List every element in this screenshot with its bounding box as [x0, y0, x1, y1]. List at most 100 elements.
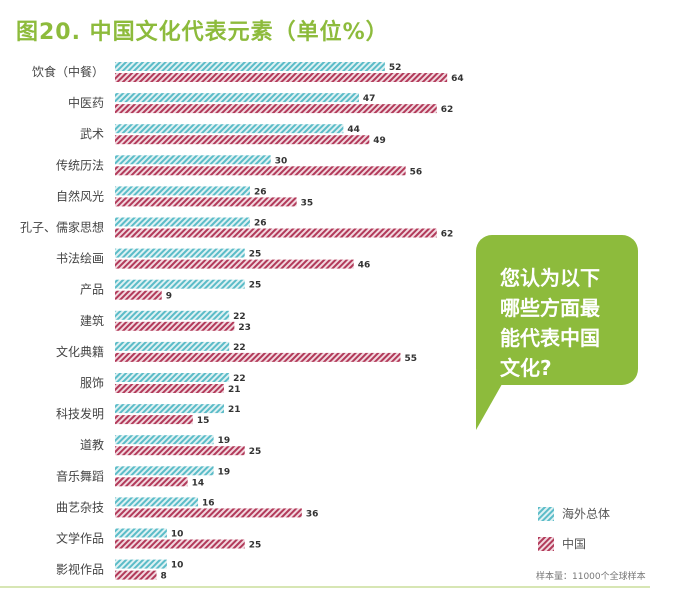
bubble-tail [476, 370, 510, 430]
data-label: 10 [171, 530, 184, 540]
bar-china [115, 135, 370, 145]
legend-swatch [538, 506, 554, 521]
category-label: 道教 [80, 437, 104, 452]
legend-item-overseas: 海外总体 [538, 505, 610, 522]
data-label: 25 [249, 281, 262, 291]
sample-note: 样本量：11000个全球样本 [536, 572, 646, 582]
data-label: 44 [347, 125, 360, 135]
data-label: 47 [363, 94, 376, 104]
question-line: 文化? [500, 356, 552, 380]
bar-overseas [115, 528, 167, 538]
bar-overseas [115, 93, 359, 103]
question-line: 您认为以下 [500, 266, 600, 290]
category-label: 传统历法 [56, 157, 104, 172]
category-label: 音乐舞蹈 [56, 468, 104, 483]
bar-overseas [115, 62, 385, 71]
chart-title: 图20. 中国文化代表元素（单位%） [16, 20, 389, 45]
bar-overseas [115, 124, 344, 134]
bar-overseas [115, 466, 214, 476]
bar-china [115, 352, 401, 362]
data-label: 49 [373, 136, 386, 146]
data-label: 8 [161, 572, 167, 582]
data-label: 10 [171, 561, 184, 571]
category-label: 文化典籍 [56, 344, 104, 359]
legend-label: 中国 [562, 537, 587, 551]
bar-overseas [115, 373, 230, 382]
bar-overseas [115, 435, 214, 445]
legend-label: 海外总体 [562, 507, 611, 521]
category-label: 影视作品 [56, 562, 104, 577]
bar-china [115, 570, 157, 580]
data-label: 30 [275, 156, 288, 166]
bar-overseas [115, 248, 245, 258]
bar-china [115, 104, 437, 114]
category-label: 科技发明 [56, 406, 104, 421]
data-label: 22 [233, 312, 246, 322]
bar-china [115, 321, 235, 331]
data-label: 62 [441, 105, 454, 115]
data-label: 21 [228, 385, 241, 395]
data-label: 21 [228, 405, 241, 415]
question-text: 您认为以下 哪些方面最 能代表中国 文化? [500, 263, 630, 383]
bar-china [115, 477, 188, 487]
category-label: 孔子、儒家思想 [20, 220, 104, 235]
data-label: 62 [441, 230, 454, 240]
data-label: 14 [192, 478, 205, 488]
data-label: 56 [410, 167, 423, 177]
legend-swatch [538, 536, 554, 551]
data-label: 15 [197, 416, 210, 426]
bar-overseas [115, 310, 230, 320]
data-label: 36 [306, 509, 319, 519]
data-label: 19 [218, 467, 231, 477]
data-label: 55 [404, 354, 417, 364]
data-label: 26 [254, 187, 267, 197]
category-label: 曲艺杂技 [56, 500, 104, 514]
category-label: 服饰 [80, 376, 104, 390]
data-label: 35 [301, 198, 314, 208]
bar-china [115, 415, 193, 425]
bar-overseas [115, 155, 271, 165]
category-label: 中医药 [68, 95, 104, 110]
data-label: 22 [233, 343, 246, 353]
divider [0, 586, 650, 588]
category-label: 自然风光 [56, 188, 104, 203]
category-label: 建筑 [80, 313, 104, 328]
category-label: 书法绘画 [56, 251, 104, 266]
question-line: 能代表中国 [500, 326, 600, 350]
data-label: 25 [249, 250, 262, 260]
bar-china [115, 197, 297, 207]
bar-china [115, 384, 224, 393]
bar-overseas [115, 497, 199, 507]
category-label: 文学作品 [56, 531, 104, 546]
category-label: 饮食（中餐） [32, 64, 104, 79]
bar-overseas [115, 186, 250, 196]
data-label: 16 [202, 498, 215, 508]
data-label: 23 [238, 323, 251, 333]
data-label: 25 [249, 447, 262, 457]
bar-china [115, 166, 406, 176]
bar-china [115, 73, 448, 82]
category-label: 武术 [80, 127, 104, 141]
bar-overseas [115, 341, 230, 351]
bar-china [115, 539, 245, 549]
data-label: 9 [166, 292, 172, 302]
question-line: 哪些方面最 [500, 296, 600, 320]
bar-china [115, 259, 354, 269]
bar-overseas [115, 559, 167, 569]
bar-china [115, 508, 302, 518]
bar-overseas [115, 217, 250, 227]
question-bubble [476, 235, 638, 385]
data-label: 25 [249, 541, 262, 551]
bar-china [115, 446, 245, 456]
data-label: 46 [358, 261, 371, 271]
data-label: 19 [218, 436, 231, 446]
bar-china [115, 290, 162, 300]
data-label: 26 [254, 219, 267, 229]
data-label: 64 [451, 74, 464, 84]
data-label: 22 [233, 374, 246, 384]
legend-item-china: 中国 [538, 535, 586, 552]
category-label: 产品 [80, 283, 104, 297]
bar-overseas [115, 279, 245, 289]
